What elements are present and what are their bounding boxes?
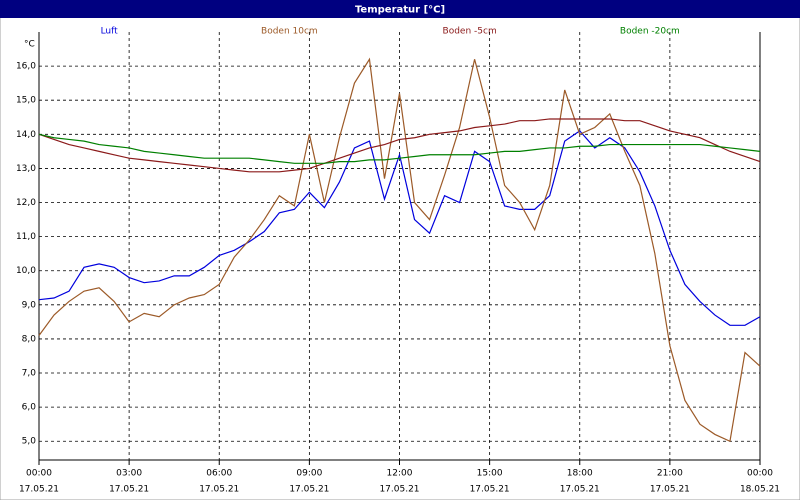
x-tick-date: 17.05.21 <box>650 485 690 495</box>
title-bar <box>0 0 800 18</box>
y-tick-label: 8,0 <box>22 334 37 344</box>
legend-entry: Boden -20cm <box>620 27 680 37</box>
x-tick-label: 21:00 <box>657 469 683 479</box>
x-tick-date: 17.05.21 <box>109 485 149 495</box>
x-tick-label: 18:00 <box>567 469 593 479</box>
y-tick-label: 15,0 <box>16 96 36 106</box>
legend-entry: Luft <box>101 27 119 37</box>
x-tick-date: 17.05.21 <box>289 485 329 495</box>
x-tick-label: 12:00 <box>387 469 413 479</box>
y-tick-label: 16,0 <box>16 62 36 72</box>
y-tick-label: 7,0 <box>22 369 37 379</box>
x-tick-date: 17.05.21 <box>379 485 419 495</box>
y-tick-label: 14,0 <box>16 130 36 140</box>
y-tick-label: 11,0 <box>16 232 36 242</box>
x-tick-label: 00:00 <box>747 469 773 479</box>
y-axis-label: °C <box>24 40 35 50</box>
legend-entry: Boden 10cm <box>261 27 318 37</box>
x-tick-label: 15:00 <box>477 469 503 479</box>
series-line <box>38 130 761 326</box>
y-tick-label: 5,0 <box>22 437 37 447</box>
series-line <box>38 133 761 164</box>
y-tick-label: 9,0 <box>22 300 37 310</box>
x-tick-label: 09:00 <box>296 469 322 479</box>
x-tick-label: 00:00 <box>26 469 52 479</box>
x-tick-date: 17.05.21 <box>19 485 59 495</box>
x-tick-date: 17.05.21 <box>560 485 600 495</box>
y-tick-label: 6,0 <box>22 403 37 413</box>
series-line <box>38 57 761 443</box>
y-tick-label: 12,0 <box>16 198 36 208</box>
x-tick-date: 17.05.21 <box>470 485 510 495</box>
x-tick-label: 03:00 <box>116 469 142 479</box>
x-tick-date: 18.05.21 <box>740 485 780 495</box>
series-line <box>38 118 761 173</box>
legend-entry: Boden -5cm <box>443 27 497 37</box>
y-tick-label: 10,0 <box>16 266 36 276</box>
x-tick-date: 17.05.21 <box>199 485 239 495</box>
y-tick-label: 13,0 <box>16 164 36 174</box>
chart-title: Temperatur [°C] <box>355 5 445 16</box>
x-tick-label: 06:00 <box>206 469 232 479</box>
